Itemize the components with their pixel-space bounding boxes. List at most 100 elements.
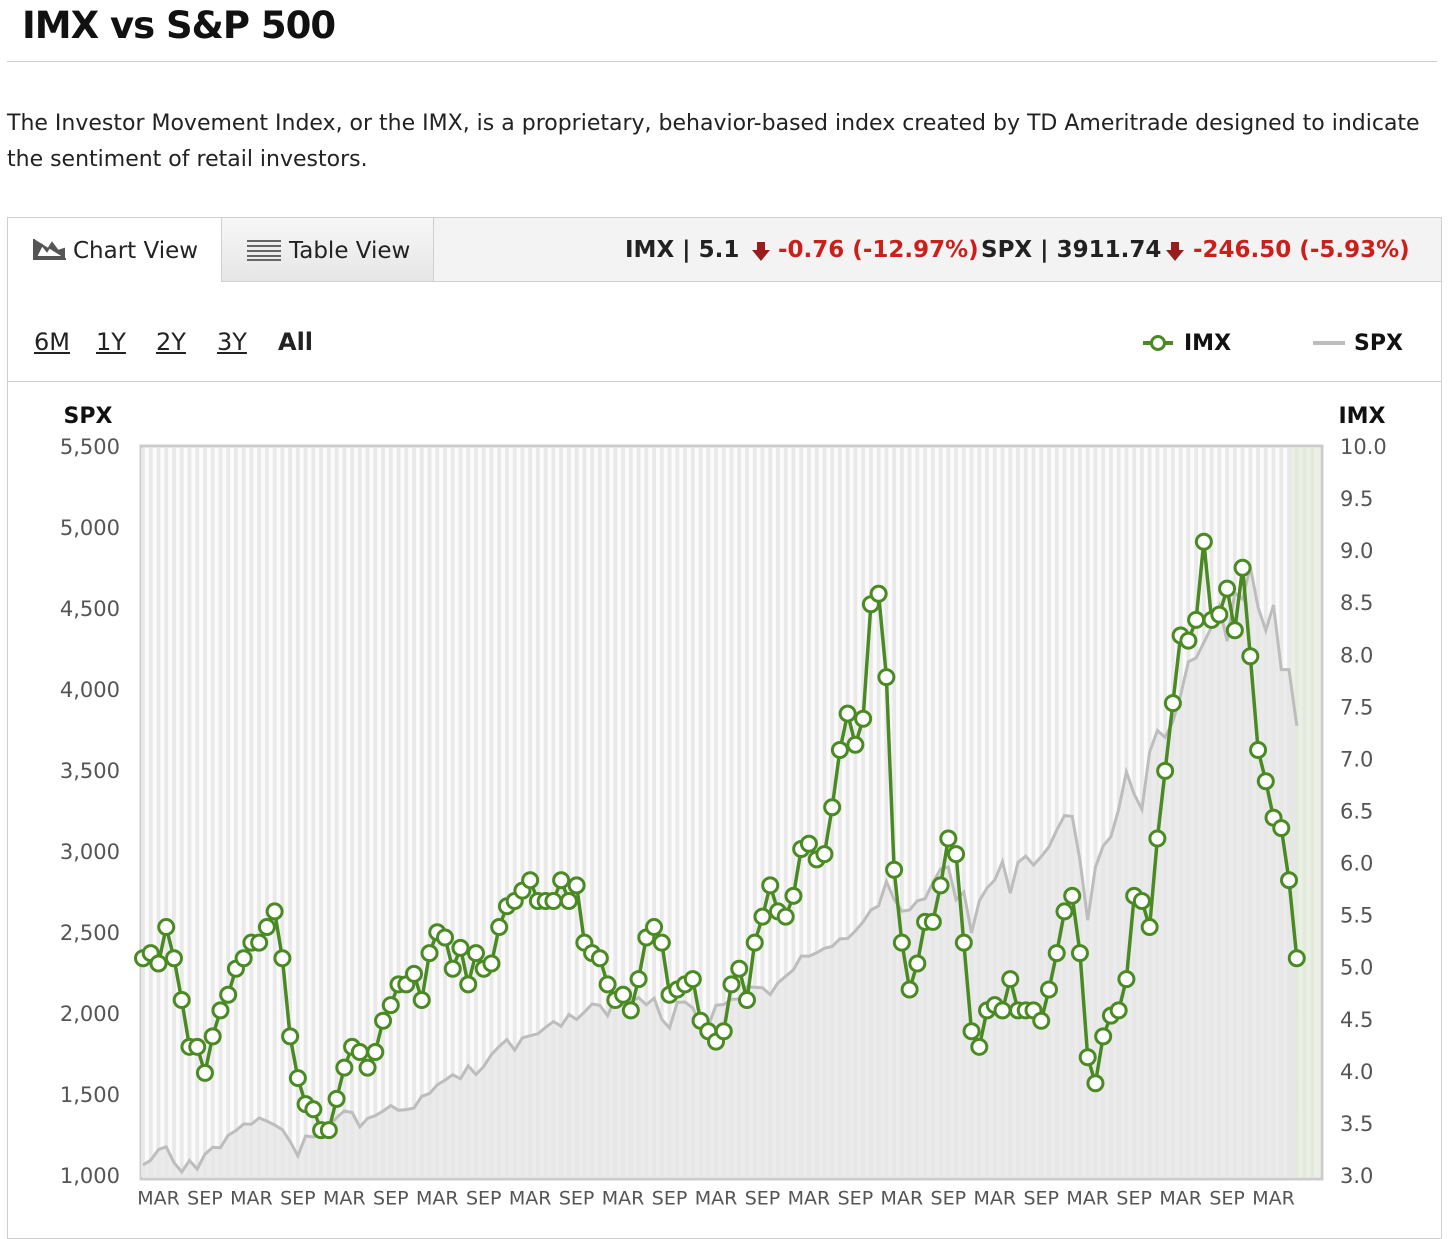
x-tick-label: MAR bbox=[1066, 1188, 1109, 1210]
range-link[interactable]: 6M bbox=[34, 328, 70, 356]
range-link[interactable]: 1Y bbox=[96, 328, 126, 356]
x-grid-stripe bbox=[481, 448, 486, 1177]
chart-icon bbox=[33, 239, 66, 260]
imx-point bbox=[1225, 621, 1244, 640]
x-grid-stripe bbox=[745, 448, 749, 1177]
imx-point bbox=[885, 860, 904, 879]
imx-point bbox=[776, 907, 795, 926]
range-link[interactable]: 2Y bbox=[156, 328, 186, 356]
x-grid-stripe bbox=[326, 448, 331, 1177]
imx-point bbox=[730, 959, 749, 978]
x-grid-stripe bbox=[419, 448, 424, 1177]
imx-point bbox=[358, 1058, 377, 1077]
y-tick-label: 2,500 bbox=[60, 921, 120, 945]
spx-change: -246.50 (-5.93%) bbox=[1193, 237, 1410, 263]
x-tick-label: SEP bbox=[1209, 1188, 1245, 1210]
x-tick-label: SEP bbox=[838, 1188, 874, 1210]
y2-tick-label: 6.0 bbox=[1340, 852, 1373, 876]
y-axis-title: SPX bbox=[64, 404, 113, 429]
x-grid-stripe bbox=[675, 448, 680, 1177]
y2-tick-label: 5.0 bbox=[1340, 956, 1373, 980]
imx-point bbox=[892, 933, 911, 952]
x-grid-stripe bbox=[1108, 448, 1113, 1177]
x-grid-stripe bbox=[334, 448, 339, 1177]
x-grid-stripe bbox=[915, 448, 920, 1177]
imx-point bbox=[1179, 631, 1198, 650]
imx-point bbox=[335, 1058, 354, 1077]
imx-point bbox=[1132, 892, 1151, 911]
down-arrow bbox=[1166, 242, 1184, 261]
y-tick-label: 4,500 bbox=[60, 597, 120, 621]
x-grid-stripe bbox=[1008, 448, 1013, 1177]
x-grid-stripe bbox=[621, 448, 626, 1177]
imx-point bbox=[629, 970, 648, 989]
x-grid-stripe bbox=[791, 448, 796, 1177]
imx-point bbox=[250, 933, 269, 952]
x-grid-stripe bbox=[512, 448, 517, 1177]
tab[interactable]: Table View bbox=[222, 218, 434, 281]
range-link[interactable]: All bbox=[278, 328, 314, 356]
x-grid-stripe bbox=[381, 448, 385, 1177]
tab-label: Chart View bbox=[73, 238, 199, 264]
imx-point bbox=[350, 1043, 369, 1062]
x-grid-stripe bbox=[210, 448, 215, 1177]
imx-point bbox=[149, 954, 168, 973]
x-grid-stripe bbox=[923, 448, 928, 1177]
x-grid-stripe bbox=[613, 448, 618, 1177]
imx-point bbox=[281, 1027, 300, 1046]
range-link[interactable]: 3Y bbox=[217, 328, 247, 356]
x-tick-label: MAR bbox=[1159, 1188, 1202, 1210]
x-grid-stripe bbox=[535, 448, 540, 1177]
imx-point bbox=[1187, 610, 1206, 629]
imx-point bbox=[1280, 871, 1299, 890]
x-grid-stripe bbox=[574, 448, 579, 1177]
x-grid-stripe bbox=[172, 448, 176, 1177]
imx-point bbox=[877, 668, 896, 687]
x-grid-stripe bbox=[845, 448, 850, 1177]
x-grid-stripe bbox=[752, 448, 757, 1177]
imx-point bbox=[993, 1001, 1012, 1020]
imx-point bbox=[319, 1121, 338, 1140]
imx-point bbox=[823, 798, 842, 817]
x-grid-stripe bbox=[884, 448, 889, 1177]
x-grid-stripe bbox=[373, 448, 378, 1177]
description: The Investor Movement Index, or the IMX,… bbox=[7, 111, 1420, 172]
y-tick-label: 1,500 bbox=[60, 1083, 120, 1107]
imx-point bbox=[544, 892, 563, 911]
imx-point bbox=[1032, 1011, 1051, 1030]
x-grid-stripe bbox=[706, 448, 711, 1177]
x-grid-stripe bbox=[435, 448, 440, 1177]
imx-point bbox=[830, 741, 849, 760]
x-tick-label: MAR bbox=[1252, 1188, 1295, 1210]
x-tick-label: SEP bbox=[1116, 1188, 1152, 1210]
imx-point bbox=[1163, 694, 1182, 713]
y-tick-label: 5,500 bbox=[60, 435, 120, 459]
x-grid-stripe bbox=[992, 448, 997, 1177]
x-grid-stripe bbox=[226, 448, 231, 1177]
x-grid-stripe bbox=[799, 448, 804, 1177]
x-grid-stripe bbox=[365, 448, 370, 1177]
spx-line bbox=[142, 566, 1299, 1175]
imx-point bbox=[521, 871, 540, 890]
x-grid-stripe bbox=[295, 448, 300, 1177]
imx-point bbox=[1094, 1027, 1113, 1046]
x-grid-stripe bbox=[876, 448, 881, 1177]
imx-point bbox=[846, 735, 865, 754]
spx-area bbox=[143, 566, 1297, 1177]
y-tick-label: 3,000 bbox=[60, 840, 120, 864]
x-grid-stripe bbox=[961, 448, 966, 1177]
x-tick-label: MAR bbox=[323, 1188, 366, 1210]
x-grid-stripe bbox=[597, 448, 602, 1177]
down-arrow bbox=[752, 242, 770, 261]
divider bbox=[7, 61, 1437, 62]
tab[interactable]: Chart View bbox=[8, 218, 222, 282]
x-grid-stripe bbox=[760, 448, 765, 1177]
imx-point bbox=[405, 964, 424, 983]
imx-point bbox=[869, 584, 888, 603]
x-tick-label: SEP bbox=[559, 1188, 595, 1210]
x-grid-stripe bbox=[582, 448, 587, 1177]
imx-point bbox=[1287, 949, 1306, 968]
x-grid-stripe bbox=[233, 448, 238, 1177]
imx-point bbox=[939, 829, 958, 848]
imx-point bbox=[683, 970, 702, 989]
